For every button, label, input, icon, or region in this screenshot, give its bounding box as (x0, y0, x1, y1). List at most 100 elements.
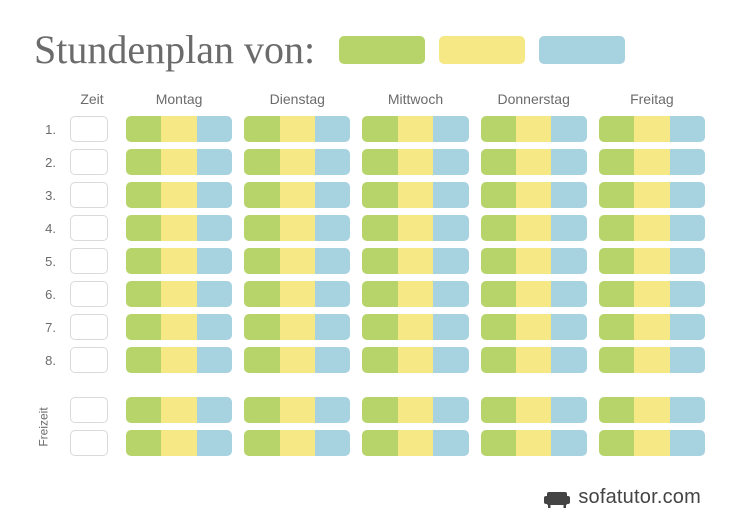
lesson-cell[interactable] (244, 215, 350, 241)
cell-segment (197, 347, 232, 373)
time-box[interactable] (70, 182, 108, 208)
lesson-cell[interactable] (244, 248, 350, 274)
lesson-cell[interactable] (362, 248, 468, 274)
lesson-cell[interactable] (481, 116, 587, 142)
lesson-cell[interactable] (599, 149, 705, 175)
lesson-cell[interactable] (481, 281, 587, 307)
lesson-cell[interactable] (481, 149, 587, 175)
cell-segment (551, 397, 586, 423)
cell-segment (126, 215, 161, 241)
cell-segment (197, 149, 232, 175)
cell-segment (197, 281, 232, 307)
cell-segment (516, 182, 551, 208)
lesson-cell[interactable] (362, 314, 468, 340)
lesson-cell[interactable] (244, 116, 350, 142)
time-box[interactable] (70, 215, 108, 241)
time-box[interactable] (70, 314, 108, 340)
freizeit-cell[interactable] (244, 430, 350, 456)
freizeit-time-box[interactable] (70, 397, 108, 423)
cell-segment (433, 248, 468, 274)
lesson-cell[interactable] (244, 182, 350, 208)
time-box[interactable] (70, 347, 108, 373)
lesson-cell[interactable] (599, 215, 705, 241)
lesson-cell[interactable] (599, 314, 705, 340)
cell-segment (280, 281, 315, 307)
cell-segment (599, 248, 634, 274)
cell-segment (634, 116, 669, 142)
lesson-cell[interactable] (362, 116, 468, 142)
freizeit-cell[interactable] (362, 430, 468, 456)
lesson-cell[interactable] (481, 215, 587, 241)
cell-segment (161, 347, 196, 373)
time-box[interactable] (70, 149, 108, 175)
cell-segment (280, 248, 315, 274)
lesson-cell[interactable] (599, 248, 705, 274)
cell-segment (599, 397, 634, 423)
lesson-cell[interactable] (362, 281, 468, 307)
cell-segment (197, 314, 232, 340)
cell-segment (481, 397, 516, 423)
freizeit-cell[interactable] (481, 397, 587, 423)
cell-segment (244, 248, 279, 274)
freizeit-cell[interactable] (599, 430, 705, 456)
lesson-cell[interactable] (244, 314, 350, 340)
cell-segment (599, 347, 634, 373)
cell-segment (433, 149, 468, 175)
swatch-green (339, 36, 425, 64)
lesson-cell[interactable] (362, 215, 468, 241)
cell-segment (126, 116, 161, 142)
lesson-cell[interactable] (126, 347, 232, 373)
lesson-cell[interactable] (599, 182, 705, 208)
lesson-cell[interactable] (481, 182, 587, 208)
lesson-cell[interactable] (599, 116, 705, 142)
lesson-cell[interactable] (362, 347, 468, 373)
freizeit-cell[interactable] (481, 430, 587, 456)
cell-segment (634, 314, 669, 340)
cell-segment (161, 248, 196, 274)
freizeit-cell[interactable] (244, 397, 350, 423)
lesson-cell[interactable] (481, 314, 587, 340)
lesson-cell[interactable] (126, 248, 232, 274)
lesson-cell[interactable] (244, 149, 350, 175)
lesson-cell[interactable] (126, 281, 232, 307)
freizeit-cell[interactable] (599, 397, 705, 423)
footer: sofatutor.com (544, 486, 701, 509)
cell-segment (398, 430, 433, 456)
lesson-cell[interactable] (481, 248, 587, 274)
lesson-cell[interactable] (244, 281, 350, 307)
cell-segment (126, 281, 161, 307)
lesson-cell[interactable] (362, 149, 468, 175)
cell-segment (398, 314, 433, 340)
lesson-cell[interactable] (126, 314, 232, 340)
lesson-cell[interactable] (481, 347, 587, 373)
cell-segment (481, 248, 516, 274)
cell-segment (551, 430, 586, 456)
cell-segment (197, 248, 232, 274)
cell-segment (280, 182, 315, 208)
time-box[interactable] (70, 248, 108, 274)
lesson-cell[interactable] (126, 116, 232, 142)
freizeit-cell[interactable] (362, 397, 468, 423)
lesson-cell[interactable] (244, 347, 350, 373)
lesson-cell[interactable] (126, 215, 232, 241)
lesson-cell[interactable] (599, 347, 705, 373)
cell-segment (244, 149, 279, 175)
sofa-icon (544, 488, 570, 508)
freizeit-cell[interactable] (126, 430, 232, 456)
cell-segment (516, 215, 551, 241)
freizeit-time-box[interactable] (70, 430, 108, 456)
cell-segment (315, 314, 350, 340)
lesson-cell[interactable] (126, 182, 232, 208)
time-box[interactable] (70, 116, 108, 142)
freizeit-cell[interactable] (126, 397, 232, 423)
lesson-cell[interactable] (126, 149, 232, 175)
cell-segment (161, 149, 196, 175)
time-box[interactable] (70, 281, 108, 307)
column-head-day: Montag (126, 91, 232, 109)
cell-segment (161, 397, 196, 423)
row-number: 4. (30, 221, 58, 236)
lesson-cell[interactable] (599, 281, 705, 307)
cell-segment (244, 215, 279, 241)
cell-segment (551, 314, 586, 340)
lesson-cell[interactable] (362, 182, 468, 208)
